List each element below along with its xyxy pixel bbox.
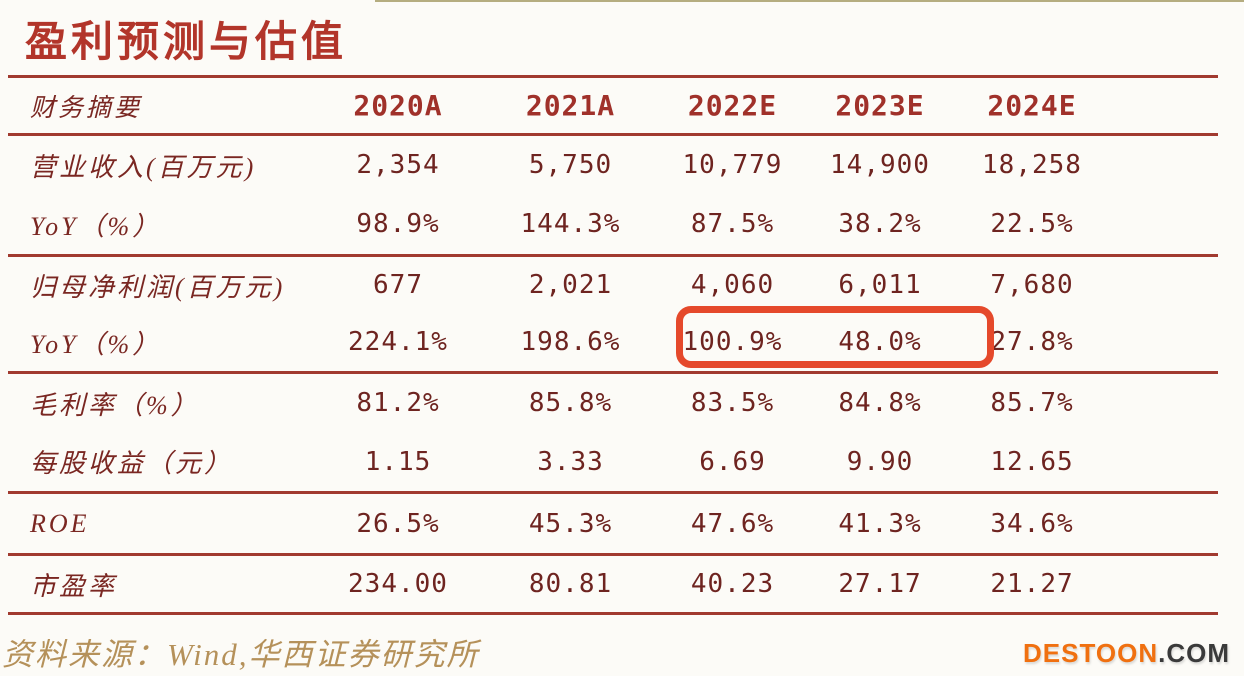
table-cell: 22.5% bbox=[990, 209, 1074, 240]
table-row-roe: ROE 26.5% 45.3% 47.6% 41.3% 34.6% bbox=[8, 491, 1218, 555]
table-cell: 84.8% bbox=[810, 371, 950, 433]
table-cell: 18,258 bbox=[950, 133, 1114, 195]
table-row-net-profit: 归母净利润(百万元) 677 2,021 4,060 6,011 7,680 bbox=[8, 254, 1218, 314]
table-row-net-profit-yoy: YoY（%） 224.1% 198.6% 100.9% 48.0% 27.8% bbox=[8, 314, 1218, 373]
table-cell: 9.90 bbox=[846, 446, 914, 477]
row-spacer bbox=[1114, 254, 1218, 314]
table-row-revenue-yoy: YoY（%） 98.9% 144.3% 87.5% 38.2% 22.5% bbox=[8, 195, 1218, 256]
row-spacer bbox=[1114, 433, 1218, 493]
row-label: YoY（%） bbox=[30, 329, 162, 359]
table-cell: 27.17 bbox=[810, 553, 950, 614]
table-cell: 41.3% bbox=[810, 491, 950, 555]
table-cell: 144.3% bbox=[520, 209, 621, 240]
header-2024e: 2024E bbox=[987, 89, 1077, 122]
table-cell: 85.8% bbox=[486, 371, 655, 433]
row-label: YoY（%） bbox=[30, 211, 162, 241]
highlight-annotation-box bbox=[676, 306, 994, 368]
row-spacer bbox=[1114, 133, 1218, 195]
table-cell: 2,021 bbox=[486, 254, 655, 314]
table-cell: 38.2% bbox=[838, 209, 922, 240]
table-cell-highlighted: 48.0% bbox=[838, 327, 922, 358]
watermark-suffix: .COM bbox=[1158, 638, 1230, 668]
table-cell: 87.5% bbox=[690, 209, 775, 240]
table-cell: 6.69 bbox=[699, 446, 766, 477]
table-cell: 4,060 bbox=[655, 254, 810, 314]
table-header-row: 财务摘要 2020A 2021A 2022E 2023E 2024E bbox=[8, 77, 1218, 135]
table-cell: 677 bbox=[310, 254, 486, 314]
table-cell: 5,750 bbox=[486, 133, 655, 195]
financial-summary-table: 财务摘要 2020A 2021A 2022E 2023E 2024E 营业收入(… bbox=[8, 75, 1218, 615]
table-cell: 234.00 bbox=[310, 553, 486, 614]
header-spacer bbox=[1114, 77, 1218, 135]
table-cell: 198.6% bbox=[520, 327, 621, 358]
table-cell: 7,680 bbox=[950, 254, 1114, 314]
table-cell: 14,900 bbox=[810, 133, 950, 195]
top-border-line bbox=[375, 0, 1244, 2]
table-cell-highlighted: 100.9% bbox=[682, 327, 783, 358]
table-cell: 81.2% bbox=[310, 371, 486, 433]
row-label: 毛利率（%） bbox=[8, 371, 310, 433]
page-title: 盈利预测与估值 bbox=[25, 20, 348, 66]
table-cell: 40.23 bbox=[655, 553, 810, 614]
table-cell: 26.5% bbox=[310, 491, 486, 555]
watermark: DESTOON.COM bbox=[1023, 638, 1230, 669]
row-spacer bbox=[1114, 553, 1218, 614]
data-source-note: 资料来源：Wind,华西证券研究所 bbox=[2, 637, 480, 672]
table-cell: 10,779 bbox=[655, 133, 810, 195]
row-spacer bbox=[1114, 491, 1218, 555]
table-cell: 80.81 bbox=[486, 553, 655, 614]
table-cell: 3.33 bbox=[537, 446, 604, 477]
row-spacer bbox=[1114, 195, 1218, 256]
table-cell: 85.7% bbox=[950, 371, 1114, 433]
row-label: 市盈率 bbox=[8, 553, 310, 614]
row-label: ROE bbox=[8, 491, 310, 555]
header-2020a: 2020A bbox=[353, 89, 443, 122]
header-financial-summary: 财务摘要 bbox=[30, 94, 143, 122]
table-cell: 6,011 bbox=[810, 254, 950, 314]
table-row-pe-ratio: 市盈率 234.00 80.81 40.23 27.17 21.27 bbox=[8, 553, 1218, 614]
row-spacer bbox=[1114, 371, 1218, 433]
table-row-eps: 每股收益（元） 1.15 3.33 6.69 9.90 12.65 bbox=[8, 433, 1218, 493]
table-cell: 27.8% bbox=[990, 327, 1074, 358]
watermark-brand: DESTOON bbox=[1023, 638, 1159, 668]
row-label: 营业收入(百万元) bbox=[8, 133, 310, 195]
table-cell: 12.65 bbox=[990, 446, 1074, 477]
row-label: 每股收益（元） bbox=[30, 449, 234, 479]
row-label: 归母净利润(百万元) bbox=[8, 254, 310, 314]
row-spacer bbox=[1114, 314, 1218, 373]
table-cell: 45.3% bbox=[486, 491, 655, 555]
table-row-revenue: 营业收入(百万元) 2,354 5,750 10,779 14,900 18,2… bbox=[8, 133, 1218, 195]
header-2022e: 2022E bbox=[687, 89, 778, 122]
table-cell: 224.1% bbox=[348, 327, 448, 358]
header-2021a: 2021A bbox=[525, 89, 616, 122]
table-cell: 1.15 bbox=[364, 446, 432, 477]
table-cell: 98.9% bbox=[356, 209, 440, 240]
header-2023e: 2023E bbox=[835, 89, 925, 122]
table-cell: 47.6% bbox=[655, 491, 810, 555]
table-cell: 83.5% bbox=[655, 371, 810, 433]
table-cell: 21.27 bbox=[950, 553, 1114, 614]
table-row-gross-margin: 毛利率（%） 81.2% 85.8% 83.5% 84.8% 85.7% bbox=[8, 371, 1218, 433]
table-cell: 34.6% bbox=[950, 491, 1114, 555]
table-cell: 2,354 bbox=[310, 133, 486, 195]
